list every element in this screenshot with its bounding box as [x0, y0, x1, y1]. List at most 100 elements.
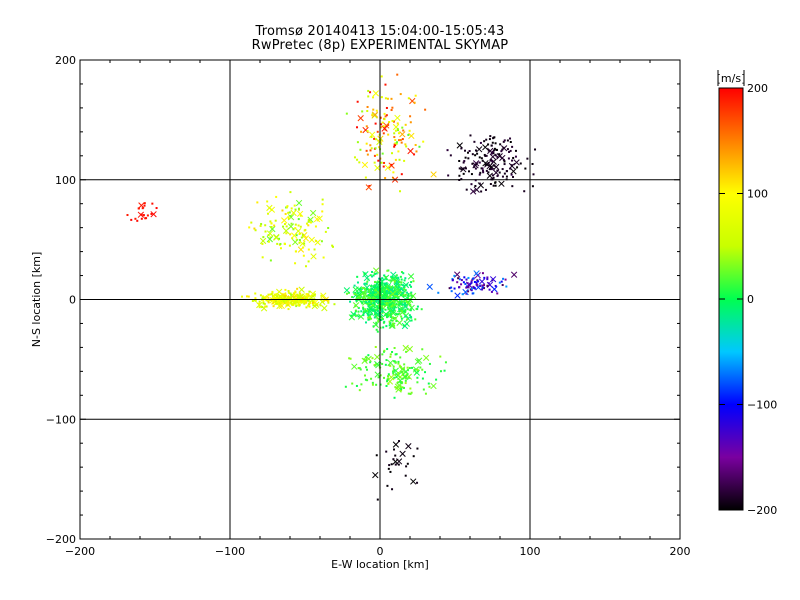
scatter-point: [367, 89, 370, 92]
scatter-cross: [260, 295, 268, 302]
scatter-point: [406, 462, 409, 465]
colorbar-tick-label: 200: [747, 82, 768, 95]
scatter-cross: [399, 131, 406, 138]
scatter-point: [296, 296, 299, 299]
scatter-point: [366, 280, 369, 283]
scatter-point: [285, 225, 288, 228]
scatter-point: [370, 136, 373, 139]
scatter-point: [476, 279, 479, 282]
scatter-point: [509, 141, 512, 144]
scatter-point: [411, 366, 414, 369]
scatter-point: [137, 207, 140, 210]
scatter-point: [396, 293, 399, 296]
scatter-point: [380, 315, 383, 318]
scatter-point: [415, 307, 418, 310]
scatter-point: [382, 165, 385, 168]
scatter-point: [307, 304, 310, 307]
scatter-cross: [281, 217, 288, 224]
scatter-point: [373, 161, 376, 164]
scatter-point: [314, 225, 317, 228]
scatter-cross: [290, 209, 297, 217]
scatter-point: [364, 356, 367, 359]
scatter-point: [404, 293, 407, 296]
scatter-point: [401, 126, 404, 129]
scatter-point: [356, 275, 359, 278]
scatter-point: [468, 149, 471, 152]
scatter-point: [494, 154, 497, 157]
scatter-point: [391, 310, 394, 313]
scatter-point: [386, 290, 389, 293]
scatter-point: [403, 279, 406, 282]
scatter-point: [297, 301, 300, 304]
scatter-point: [365, 282, 368, 285]
scatter-point: [467, 290, 470, 293]
scatter-point: [300, 301, 303, 304]
scatter-point: [381, 152, 384, 155]
scatter-point: [361, 110, 364, 113]
scatter-point: [408, 284, 411, 287]
scatter-point: [267, 212, 270, 215]
scatter-point: [416, 368, 419, 371]
scatter-point: [379, 278, 382, 281]
scatter-point: [410, 285, 413, 288]
scatter-point: [512, 156, 515, 159]
scatter-point: [421, 368, 424, 371]
scatter-point: [389, 313, 392, 316]
scatter-point: [484, 188, 487, 191]
scatter-point: [400, 310, 403, 313]
scatter-point: [393, 369, 396, 372]
scatter-point: [476, 152, 479, 155]
scatter-point: [289, 233, 292, 236]
scatter-point: [364, 310, 367, 313]
scatter-cross: [296, 210, 304, 218]
scatter-point: [384, 275, 387, 278]
scatter-point: [469, 134, 472, 137]
scatter-point: [390, 316, 393, 319]
scatter-point: [491, 174, 494, 177]
scatter-point: [399, 381, 402, 384]
scatter-cross: [150, 211, 157, 218]
scatter-point: [240, 295, 243, 298]
scatter-point: [395, 142, 398, 145]
scatter-point: [443, 369, 446, 372]
scatter-point: [409, 121, 412, 124]
scatter-point: [393, 347, 396, 350]
scatter-point: [358, 367, 361, 370]
scatter-point: [254, 299, 257, 302]
scatter-point: [280, 301, 283, 304]
scatter-point: [372, 299, 375, 302]
scatter-point: [494, 184, 497, 187]
scatter-point: [509, 167, 512, 170]
scatter-point: [384, 177, 387, 180]
scatter-point: [499, 143, 502, 146]
scatter-point: [362, 307, 365, 310]
scatter-point: [492, 137, 495, 140]
scatter-point: [287, 300, 290, 303]
scatter-point: [384, 291, 387, 294]
scatter-point: [446, 149, 449, 152]
scatter-point: [308, 300, 311, 303]
scatter-point: [463, 160, 466, 163]
scatter-point: [349, 357, 352, 360]
scatter-point: [141, 207, 144, 210]
scatter-point: [295, 297, 298, 300]
scatter-point: [389, 314, 392, 317]
scatter-cross: [473, 186, 480, 193]
scatter-point: [287, 291, 290, 294]
scatter-point: [355, 384, 358, 387]
scatter-point: [356, 158, 359, 161]
scatter-point: [503, 160, 506, 163]
scatter-point: [403, 363, 406, 366]
scatter-point: [130, 218, 133, 221]
scatter-point: [359, 300, 362, 303]
scatter-point: [269, 236, 272, 239]
scatter-point: [477, 280, 480, 283]
scatter-cross: [510, 271, 518, 278]
scatter-point: [378, 277, 381, 280]
scatter-point: [492, 184, 495, 187]
scatter-point: [366, 130, 369, 133]
scatter-point: [254, 297, 257, 300]
scatter-cross: [298, 286, 305, 293]
scatter-point: [453, 274, 456, 277]
scatter-point: [371, 294, 374, 297]
